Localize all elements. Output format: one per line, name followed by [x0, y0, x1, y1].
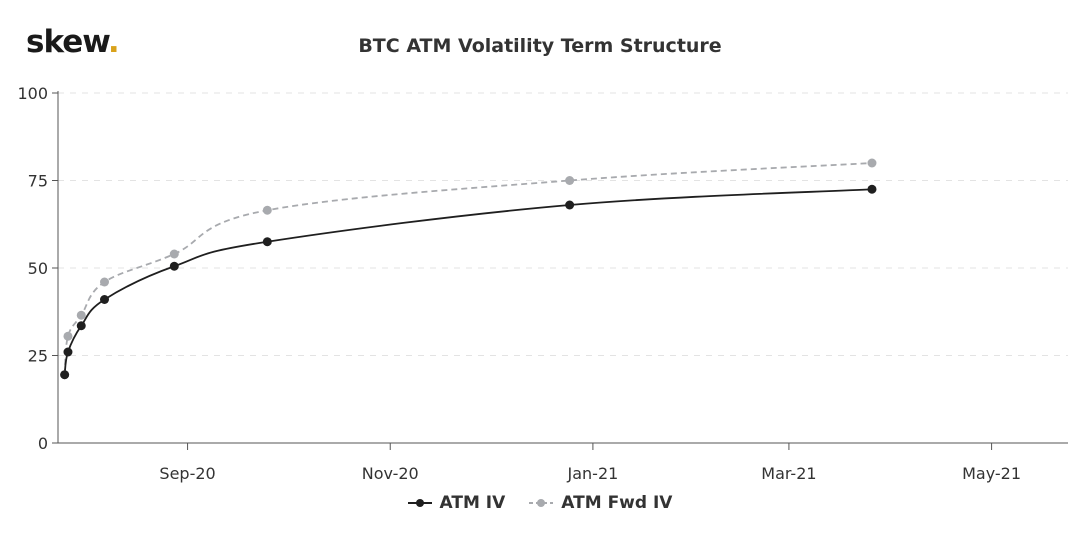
x-axis-ticks: Sep-20 Nov-20 Jan-21 Mar-21 May-21: [159, 443, 1021, 483]
brand-logo: skew.: [26, 24, 120, 60]
x-tick-label-sep-20: Sep-20: [159, 464, 215, 483]
x-tick-label-nov-20: Nov-20: [362, 464, 419, 483]
y-tick-label-50: 50: [28, 259, 48, 278]
legend-label-atm-iv: ATM IV: [439, 493, 506, 513]
chart-title: BTC ATM Volatility Term Structure: [358, 35, 722, 57]
point-atm-iv-2: [76, 321, 86, 331]
y-tick-label-0: 0: [38, 434, 48, 453]
chart-legend: ATM IV ATM Fwd IV: [0, 493, 1080, 513]
point-atm-fwd-iv-4: [169, 249, 179, 259]
point-atm-fwd-iv-1: [63, 331, 73, 341]
point-atm-iv-3: [100, 295, 110, 304]
legend-item-atm-fwd-iv[interactable]: ATM Fwd IV: [529, 493, 672, 513]
point-atm-fwd-iv-6: [565, 176, 575, 185]
legend-label-atm-fwd-iv: ATM Fwd IV: [561, 493, 673, 513]
point-atm-fwd-iv-3: [100, 277, 110, 287]
grid-lines: [58, 92, 1068, 356]
legend-marker-atm-iv: [407, 499, 432, 507]
axes: [57, 91, 1068, 444]
brand-dot: .: [107, 24, 120, 60]
point-atm-iv-4: [169, 261, 179, 271]
point-atm-iv-1: [63, 347, 73, 357]
y-tick-label-25: 25: [28, 347, 48, 366]
x-tick-label-jan-21: Jan-21: [567, 464, 619, 483]
point-atm-iv-7: [867, 184, 877, 194]
y-axis-ticks: 0 25 50 75 100: [17, 84, 58, 453]
series-line-atm-fwd-iv: [63, 162, 873, 375]
y-tick-label-75: 75: [28, 172, 48, 191]
point-atm-fwd-iv-2: [76, 310, 86, 320]
point-atm-fwd-iv-7: [867, 158, 877, 168]
series-line-atm-iv: [63, 188, 873, 375]
brand-name: skew: [26, 24, 109, 60]
point-atm-iv-6: [565, 200, 575, 210]
series-lines: [63, 162, 873, 375]
legend-marker-atm-fwd-iv: [529, 499, 554, 507]
point-atm-fwd-iv-5: [262, 205, 272, 215]
point-atm-iv-5: [262, 237, 272, 247]
x-tick-label-mar-21: Mar-21: [761, 464, 816, 483]
legend-item-atm-iv[interactable]: ATM IV: [407, 493, 506, 513]
point-atm-iv-0: [60, 370, 70, 380]
y-tick-label-100: 100: [17, 84, 48, 103]
series-points: [60, 158, 877, 380]
x-tick-label-may-21: May-21: [962, 464, 1021, 483]
